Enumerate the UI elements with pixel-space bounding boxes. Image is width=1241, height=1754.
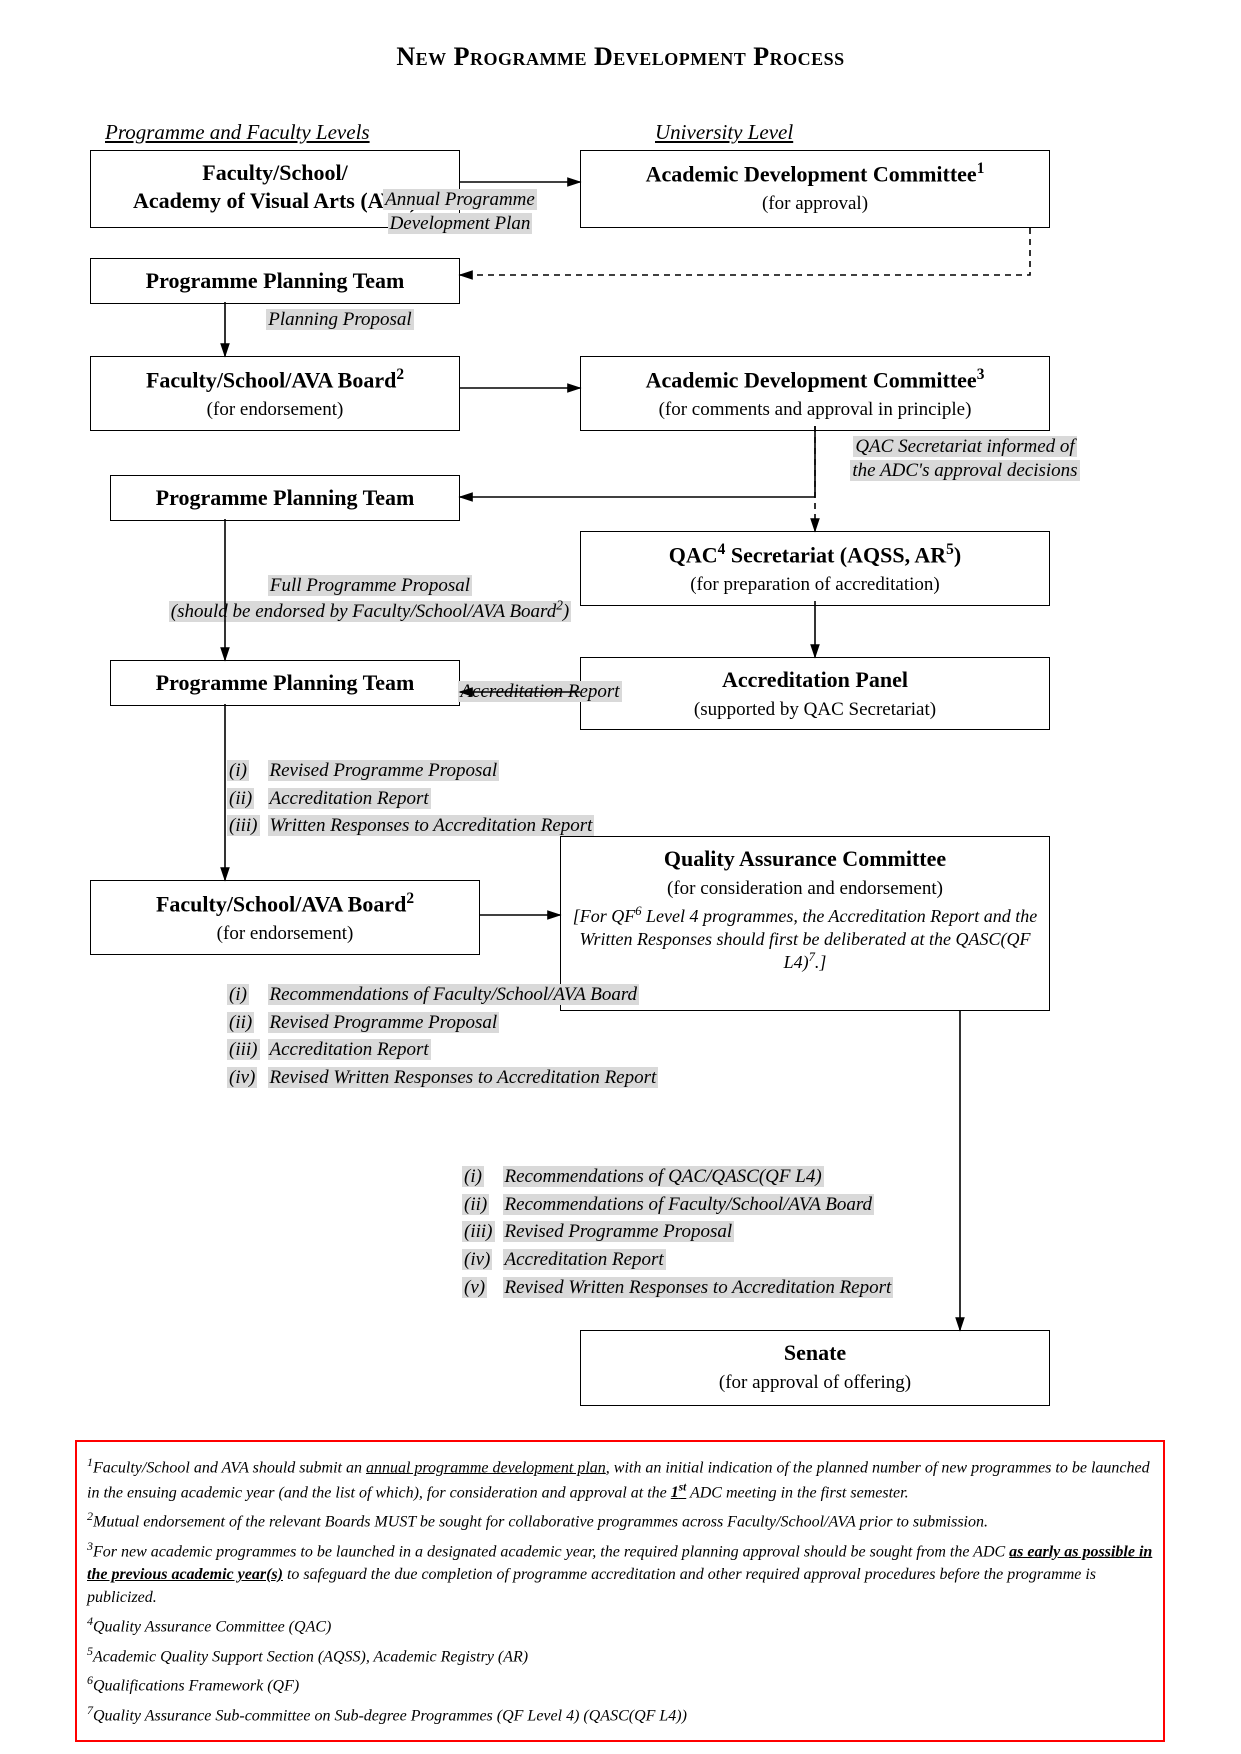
list2: (i)Recommendations of Faculty/School/AVA… [225,980,666,1093]
label-l5: Accreditation Report [440,680,640,704]
node-b5: Academic Development Committee3(for comm… [580,356,1050,431]
label-l4: Full Programme Proposal(should be endors… [160,574,580,624]
node-b8: Programme Planning Team [110,660,460,706]
label-l2: Planning Proposal [240,308,440,332]
node-b9: Accreditation Panel(supported by QAC Sec… [580,657,1050,730]
node-b4: Faculty/School/AVA Board2(for endorsemen… [90,356,460,431]
list1: (i)Revised Programme Proposal(ii)Accredi… [225,756,602,841]
node-b3: Programme Planning Team [90,258,460,304]
footnotes: 1Faculty/School and AVA should submit an… [75,1440,1165,1742]
node-b10: Faculty/School/AVA Board2(for endorsemen… [90,880,480,955]
node-b6: Programme Planning Team [110,475,460,521]
label-l3: QAC Secretariat informed ofthe ADC's app… [825,435,1105,483]
list3: (i)Recommendations of QAC/QASC(QF L4)(ii… [460,1162,901,1302]
node-b12: Senate(for approval of offering) [580,1330,1050,1406]
node-b7: QAC4 Secretariat (AQSS, AR5)(for prepara… [580,531,1050,606]
label-l1: Annual ProgrammeDevelopment Plan [350,188,570,236]
node-b2: Academic Development Committee1(for appr… [580,150,1050,228]
